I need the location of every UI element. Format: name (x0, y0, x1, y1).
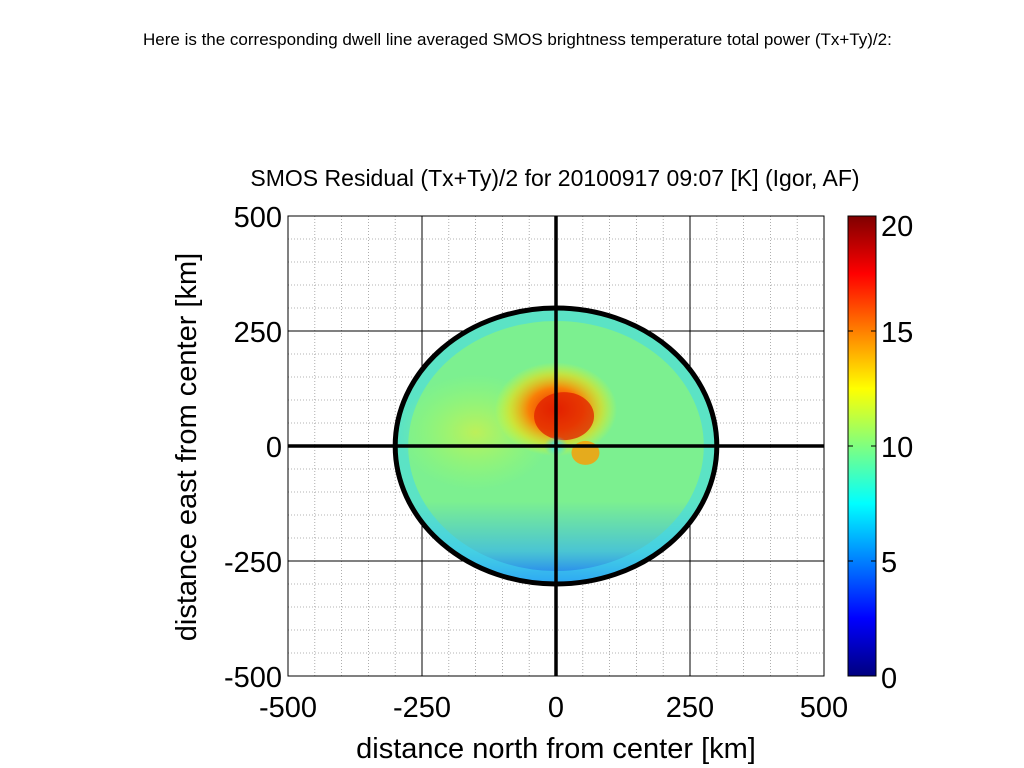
x-tick-label: -250 (393, 692, 451, 724)
hot-core (534, 392, 595, 441)
footprint-outline (392, 305, 720, 587)
colorbar: 0 5 10 15 20 (847, 211, 913, 695)
y-tick-label: -250 (224, 547, 282, 579)
x-axis-label: distance north from center [km] (356, 733, 756, 765)
colorbar-tick-label: 20 (881, 211, 913, 243)
y-tick-label: 500 (234, 202, 282, 234)
intro-caption: Here is the corresponding dwell line ave… (143, 30, 892, 49)
plot-area: -500 -250 0 250 500 -500 -250 0 250 500 (224, 202, 848, 724)
x-tick-label: 250 (666, 692, 714, 724)
y-tick-label: -500 (224, 662, 282, 694)
colorbar-tick-label: 5 (881, 547, 897, 579)
colorbar-tick-label: 10 (881, 432, 913, 464)
colorbar-tick-label: 15 (881, 317, 913, 349)
x-tick-label: 0 (548, 692, 564, 724)
y-axis-label: distance east from center [km] (171, 253, 203, 641)
chart-title: SMOS Residual (Tx+Ty)/2 for 20100917 09:… (250, 165, 859, 191)
y-tick-label: 250 (234, 317, 282, 349)
plot-frame (287, 215, 825, 677)
y-tick-label: 0 (266, 432, 282, 464)
colorbar-tick-label: 0 (881, 663, 897, 695)
x-tick-label: 500 (800, 692, 848, 724)
x-tick-label: -500 (259, 692, 317, 724)
